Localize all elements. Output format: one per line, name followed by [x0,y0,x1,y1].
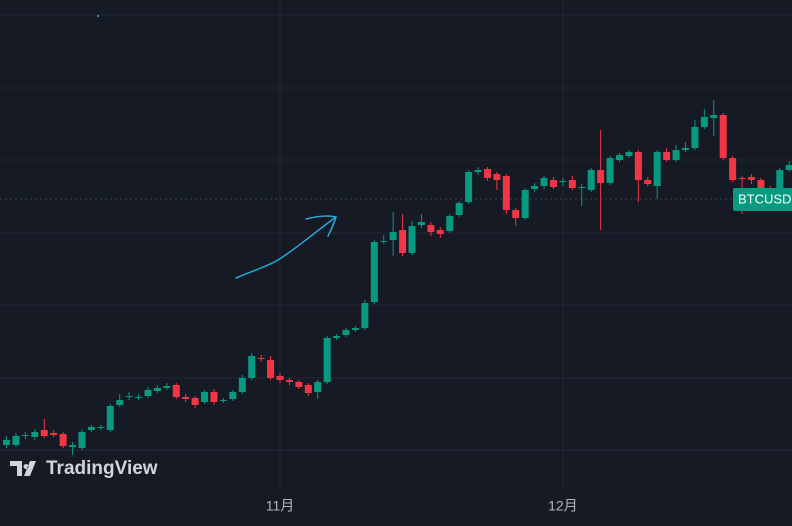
candle-body [474,170,482,172]
candle-body [78,432,86,448]
candle-body [201,392,209,402]
dot [97,15,99,17]
candle-body [238,378,246,392]
candle-body [615,155,623,160]
candle-body [578,187,586,188]
candle-body [568,180,576,188]
arrow-annotation [235,215,337,279]
candle-body [144,390,152,396]
candle-body [681,148,689,150]
candle-body [710,115,718,118]
candle-body [531,186,539,189]
candle-body [153,388,161,391]
candle-body [399,230,407,253]
candle-body [417,222,425,225]
candle-body [229,392,237,399]
candle-body [248,356,256,378]
candle-body [295,382,303,387]
candle-body [502,176,510,210]
candle-body [606,158,614,183]
candle-body [380,241,388,242]
candle-body [3,440,11,445]
grid [0,0,792,490]
arrow-line [235,216,337,279]
candle-body [776,170,784,188]
candle-body [738,178,746,179]
candle-body [663,152,671,160]
candle-body [587,170,595,190]
candle-body [21,435,29,436]
candle-body [672,150,680,160]
candle-body [135,397,143,398]
candle-body [691,127,699,148]
arrow-head [305,215,337,237]
candle-body [40,430,48,436]
candle-body [465,172,473,202]
candle-body [493,174,501,180]
candle-body [285,380,293,382]
candle-body [700,117,708,127]
candle-body [276,376,284,380]
candle-body [427,225,435,232]
candle-body [644,180,652,184]
candle-body [323,338,331,382]
candle-body [370,242,378,302]
candle-body [163,386,171,388]
candle-body [455,203,463,215]
candle-body [342,330,350,335]
candle-body [97,427,105,428]
candle-body [389,232,397,240]
watermark: TradingView [46,458,158,479]
candle-body [87,427,95,430]
candle-body [785,165,792,170]
candle-body [540,178,548,186]
x-tick-label: 12月 [548,498,578,514]
candles [3,100,792,455]
symbol-label: BTCUSD [738,191,791,206]
candle-body [719,115,727,158]
candle-body [172,385,180,397]
candle-body [59,434,67,446]
candle-body [351,328,359,330]
symbol-label-box [733,188,792,211]
candle-body [549,180,557,187]
candle-body [267,360,275,378]
candle-body [257,358,265,359]
candle-body [182,397,190,399]
candle-body [106,406,114,430]
candle-body [521,190,529,218]
candle-body [50,433,58,435]
candle-body [31,432,39,437]
candle-body [361,303,369,328]
candle-body [597,170,605,183]
candle-body [634,152,642,180]
candle-body [69,445,77,447]
candle-body [12,436,20,445]
candle-body [408,226,416,253]
candle-body [210,392,218,402]
candle-body [512,210,520,218]
logo: TradingView [10,458,158,479]
candle-body [559,181,567,182]
candle-body [757,180,765,188]
candle-body [333,336,341,338]
candle-body [304,385,312,393]
logo-icon [10,461,36,476]
candle-body [191,398,199,405]
candle-body [748,177,755,180]
candle-body [125,396,133,397]
candle-body [436,230,444,234]
candle-body [625,152,633,156]
candle-body [219,400,227,401]
candle-body [729,158,737,180]
x-tick-label: 11月 [266,498,295,514]
candle-body [446,216,454,231]
candle-body [314,382,322,392]
candle-body [653,152,661,186]
candle-body [483,169,491,178]
candle-body [116,400,124,405]
